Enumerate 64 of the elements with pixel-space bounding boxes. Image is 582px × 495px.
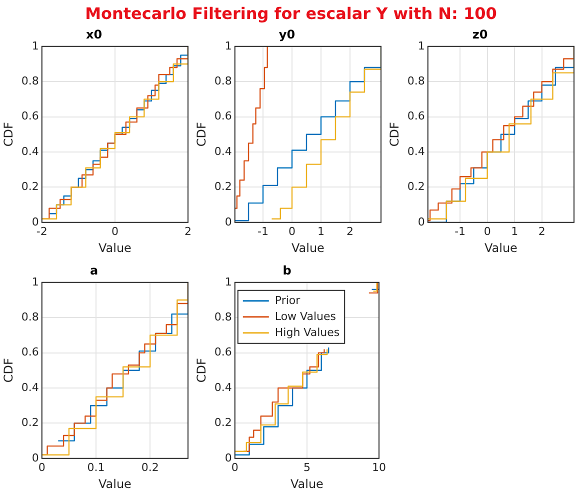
y-tick-label: 0 — [32, 451, 39, 464]
x-tick-label: 1 — [511, 224, 518, 238]
y-tick-label: 1 — [418, 39, 425, 52]
y-tick-label: 0.4 — [21, 144, 39, 158]
y-tick-label: 0.2 — [214, 416, 232, 430]
x-tick-label: 2 — [346, 224, 354, 238]
y-tick-label: 0.6 — [214, 110, 232, 123]
x-axis-title: Value — [291, 240, 324, 255]
x-tick-label: 0 — [484, 224, 491, 238]
y-tick-label: 0.6 — [407, 110, 425, 123]
legend-label: Prior — [274, 294, 301, 307]
y-tick-label: 0.2 — [21, 416, 39, 430]
y-axis-title: CDF — [387, 122, 402, 147]
chart-title: y0 — [278, 27, 296, 42]
y-tick-label: 0 — [224, 451, 232, 464]
y-tick-label: 0.2 — [214, 180, 232, 194]
x-tick-label: 10 — [372, 460, 386, 474]
y-tick-label: 1 — [224, 275, 232, 288]
y-tick-label: 0.4 — [407, 144, 425, 158]
y-tick-label: 0.6 — [21, 346, 39, 359]
x-axis-title: Value — [290, 476, 324, 491]
legend-label: Low Values — [274, 310, 336, 323]
y-axis-title: CDF — [194, 122, 208, 147]
y-axis-title: CDF — [1, 122, 16, 147]
y-tick-label: 1 — [32, 39, 39, 52]
y-tick-label: 0.6 — [21, 110, 39, 123]
text: Montecarlo Filtering for escalar Y with N: 100 — [84, 4, 498, 23]
x-tick-label: -1 — [454, 224, 466, 238]
y-tick-label: 0.8 — [214, 310, 232, 324]
x-tick-label: 2 — [538, 224, 546, 238]
y-tick-label: 0.2 — [407, 180, 425, 194]
y-axis-title: CDF — [1, 358, 16, 383]
y-tick-label: 0 — [224, 215, 232, 228]
y-tick-label: 1 — [224, 39, 232, 52]
y-tick-label: 0.8 — [21, 310, 39, 324]
y-tick-label: 0.6 — [214, 346, 232, 359]
x-tick-label: 0 — [288, 224, 296, 238]
x-tick-label: 0.2 — [141, 460, 159, 474]
x-axis-title: Value — [98, 240, 132, 255]
x-tick-label: 0.1 — [87, 460, 105, 474]
x-axis-title: Value — [484, 240, 518, 255]
x-axis-title: Value — [98, 476, 132, 491]
x-tick-label: 2 — [184, 224, 192, 238]
x-tick-label: -2 — [36, 224, 48, 238]
chart-title: x0 — [86, 27, 102, 42]
y-tick-label: 0.8 — [21, 74, 39, 88]
y-tick-label: 1 — [32, 275, 39, 288]
x-tick-label: 1 — [317, 224, 324, 238]
chart-title: a — [90, 263, 98, 278]
y-tick-label: 0.4 — [214, 144, 232, 158]
y-tick-label: 0.2 — [21, 180, 39, 194]
y-axis-title: CDF — [194, 358, 208, 383]
x-tick-label: 5 — [303, 460, 310, 474]
y-tick-label: 0 — [32, 215, 39, 228]
y-tick-label: 0.8 — [214, 74, 232, 88]
x-tick-label: 0 — [111, 224, 118, 238]
x-tick-label: -1 — [258, 224, 268, 238]
y-tick-label: 0.4 — [21, 380, 39, 394]
y-tick-label: 0.4 — [214, 380, 232, 394]
y-tick-label: 0 — [418, 215, 425, 228]
chart-title: b — [282, 263, 292, 278]
y-tick-label: 0.8 — [407, 74, 425, 88]
chart-title: z0 — [472, 27, 488, 42]
legend-label: High Values — [274, 326, 340, 339]
